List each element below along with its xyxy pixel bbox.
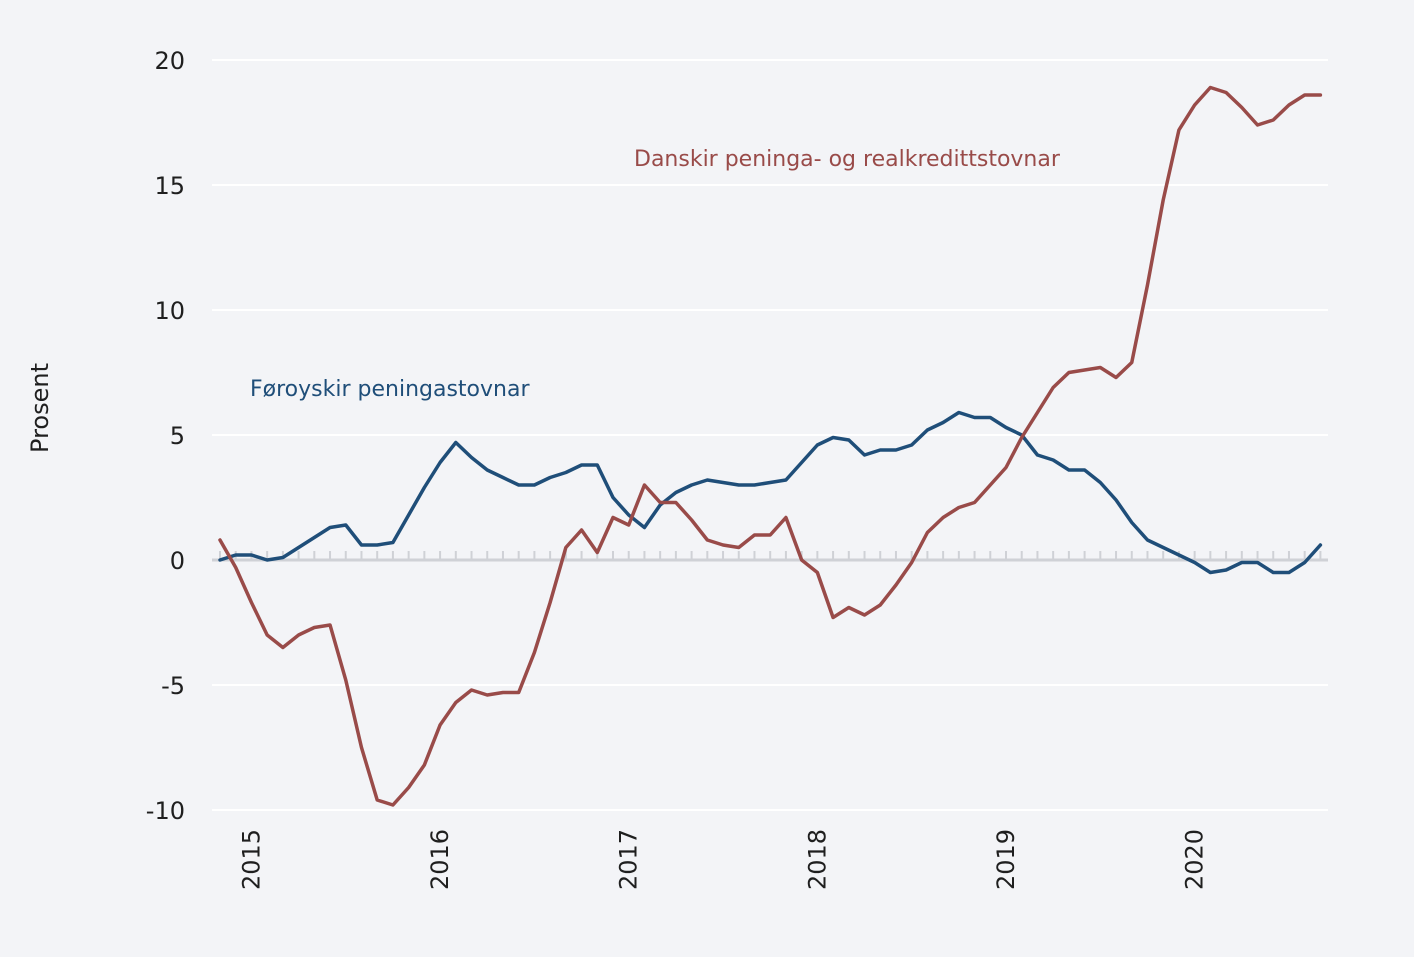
y-tick-label: -5 (161, 672, 185, 700)
y-tick-label: 5 (170, 422, 185, 450)
series-layer (218, 85, 1323, 807)
x-tick-label: 2019 (992, 829, 1020, 890)
x-tick-label: 2020 (1181, 829, 1209, 890)
y-tick-label: 0 (170, 547, 185, 575)
x-tick-label: 2018 (803, 829, 831, 890)
series-label-2: Danskir peninga- og realkredittstovnar (634, 147, 1061, 172)
y-tick-label: 20 (154, 47, 185, 75)
series-labels: Føroyskir peningastovnar Danskir peninga-… (250, 147, 1061, 402)
x-tick-label: 2015 (237, 829, 265, 890)
gridlines (212, 59, 1328, 811)
y-tick-label: -10 (146, 797, 185, 825)
y-axis: -10 -5 0 5 10 15 20 (146, 47, 185, 825)
x-tick-label: 2016 (426, 829, 454, 890)
series-line-1 (218, 410, 1323, 575)
x-axis: 2015 2016 2017 2018 2019 2020 (237, 829, 1208, 890)
y-tick-label: 15 (154, 172, 185, 200)
series-label-1: Føroyskir peningastovnar (250, 377, 530, 402)
series-line-2 (218, 85, 1323, 807)
x-tick-label: 2017 (615, 829, 643, 890)
y-tick-label: 10 (154, 297, 185, 325)
x-axis-ticks (219, 551, 1322, 560)
y-axis-title: Prosent (26, 363, 54, 453)
